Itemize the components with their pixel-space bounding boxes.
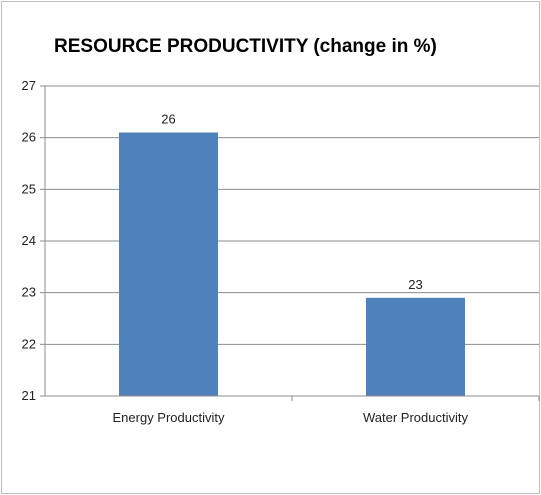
chart-title: RESOURCE PRODUCTIVITY (change in %)	[54, 36, 437, 57]
y-tick-label: 23	[22, 285, 36, 300]
bar-1	[119, 132, 218, 396]
category-label: Energy Productivity	[113, 410, 225, 425]
axes	[40, 85, 540, 401]
data-label: 26	[161, 112, 175, 127]
y-tick-label: 24	[22, 233, 36, 248]
y-axis-tick-labels: 21 22 23 24 25 26 27	[22, 78, 36, 403]
data-labels: 26 23	[161, 112, 422, 292]
bars	[119, 132, 465, 396]
data-label: 23	[408, 277, 422, 292]
category-label: Water Productivity	[363, 410, 468, 425]
y-tick-label: 21	[22, 388, 36, 403]
bar-2	[366, 297, 465, 396]
x-axis-category-labels: Energy Productivity Water Productivity	[113, 410, 469, 425]
y-tick-label: 22	[22, 336, 36, 351]
y-tick-label: 25	[22, 181, 36, 196]
y-tick-label: 27	[22, 78, 36, 93]
y-tick-label: 26	[22, 130, 36, 145]
